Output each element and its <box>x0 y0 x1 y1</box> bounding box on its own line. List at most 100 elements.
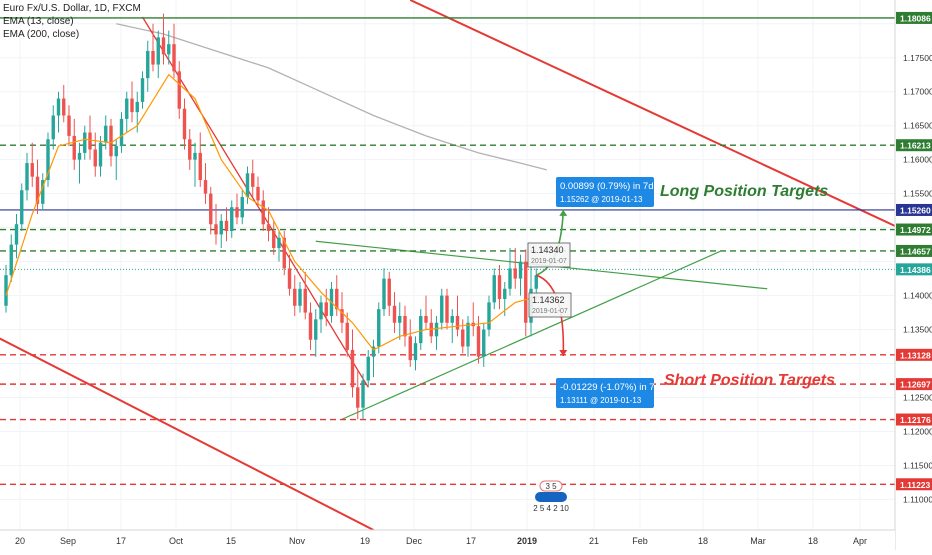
candle-body <box>140 78 145 102</box>
candle <box>214 203 218 245</box>
time-tick-label: 18 <box>808 536 818 546</box>
price-tick-label: 1.17500 <box>903 53 932 63</box>
callout-box <box>556 378 654 408</box>
candle-body <box>251 173 255 187</box>
candle-body <box>219 220 223 235</box>
candle <box>492 268 496 310</box>
level-price-tag <box>896 348 932 361</box>
event-badge: 3 5 2 5 4 2 10 <box>533 480 569 513</box>
level-price-tag <box>896 478 932 491</box>
candle <box>408 319 412 367</box>
candle-body <box>413 343 418 361</box>
candle-body <box>62 98 66 116</box>
candle-body <box>314 319 318 340</box>
price-tick-label: 1.16000 <box>903 155 932 165</box>
candle-body <box>445 295 449 323</box>
candle <box>261 190 265 232</box>
candle-body <box>146 50 150 79</box>
ema200-legend: EMA (200, close) <box>3 29 80 40</box>
candle <box>518 254 523 296</box>
candle-body <box>198 152 202 181</box>
callout-target: 1.15262 @ 2019-01-13 <box>560 195 643 204</box>
candle-body <box>434 322 439 337</box>
level-price-text: 1.12697 <box>900 380 931 390</box>
candle <box>287 254 292 296</box>
price-tick-label: 1.12000 <box>903 426 932 436</box>
price-label-2: 1.14362 2019-01-07 <box>528 292 572 318</box>
candle <box>35 159 40 215</box>
candle <box>98 135 103 177</box>
price-label-box <box>527 242 571 268</box>
candle-body <box>461 329 465 347</box>
time-axis: 20 Sep 17 Oct 15 Nov 19 Dec 17 2019 21 Feb 18 Mar 18 Ap… <box>0 529 895 550</box>
candle <box>403 305 407 347</box>
candle-body <box>497 275 502 299</box>
level-price-text: 1.11223 <box>900 480 931 490</box>
event-badge-top-text: 3 5 <box>545 482 557 491</box>
candle <box>25 152 29 201</box>
candle <box>434 315 439 350</box>
candle-body <box>345 322 349 350</box>
candle <box>314 309 318 357</box>
candle <box>230 200 234 238</box>
candle <box>161 13 166 65</box>
level-price-tag <box>896 378 932 391</box>
candle <box>224 207 229 242</box>
price-label-value: 1.14340 <box>531 245 564 255</box>
candle <box>345 312 349 357</box>
level-price-text: 1.18086 <box>900 13 931 23</box>
candle <box>303 271 307 320</box>
candle-body <box>9 244 13 276</box>
long-arrowhead <box>559 209 568 216</box>
price-tick-label: 1.16500 <box>903 121 932 131</box>
price-axis: 1.17500 1.17000 1.16500 1.16000 1.15500 1.140… <box>894 0 932 550</box>
candle-body <box>487 302 491 330</box>
candle-body <box>287 268 292 289</box>
price-tick-label: 1.15500 <box>903 189 932 199</box>
candle-body <box>366 356 370 381</box>
candle-body <box>513 268 517 279</box>
candle-body <box>77 152 82 160</box>
candle-body <box>14 224 19 245</box>
symbol-title: Euro Fx/U.S. Dollar, 1D, FXCM <box>3 3 141 14</box>
candle <box>203 163 208 204</box>
candle <box>72 118 76 170</box>
event-badge-mid <box>535 492 567 502</box>
level-price-tag <box>896 11 932 24</box>
candle-body <box>277 237 281 249</box>
candle-body <box>303 288 307 313</box>
candle <box>125 91 129 133</box>
short-callout: -0.01229 (-1.07%) in 7d 1.13111 @ 2019-01… <box>556 378 660 408</box>
time-tick-label: Mar <box>750 536 766 546</box>
candle-body <box>524 261 528 323</box>
candle <box>14 214 19 259</box>
candle-body <box>209 193 213 225</box>
candle-body <box>261 200 265 225</box>
candle-body <box>282 237 286 269</box>
ema13-line <box>5 73 542 351</box>
candle <box>151 23 155 72</box>
short-arrowhead <box>559 349 568 356</box>
candle <box>497 265 502 310</box>
candle <box>371 339 376 378</box>
candle-body <box>193 152 197 160</box>
candle <box>240 190 244 225</box>
time-tick-label: Nov <box>289 536 306 546</box>
candle-body <box>109 125 113 157</box>
price-label-box <box>528 292 572 318</box>
candle <box>198 132 202 187</box>
candle-body <box>440 295 444 323</box>
candle-body <box>172 44 176 72</box>
time-tick-label: 15 <box>226 536 236 546</box>
long-callout: 0.00899 (0.79%) in 7d 1.15262 @ 2019-01-1… <box>556 177 654 207</box>
time-tick-label: 17 <box>466 536 476 546</box>
candle <box>146 40 150 92</box>
channel-lower-line <box>0 337 374 531</box>
channel-upper-line <box>409 0 899 229</box>
candle-body <box>98 142 103 167</box>
candle-body <box>119 118 124 147</box>
level-price-text: 1.16213 <box>900 141 931 151</box>
candle <box>482 322 486 367</box>
